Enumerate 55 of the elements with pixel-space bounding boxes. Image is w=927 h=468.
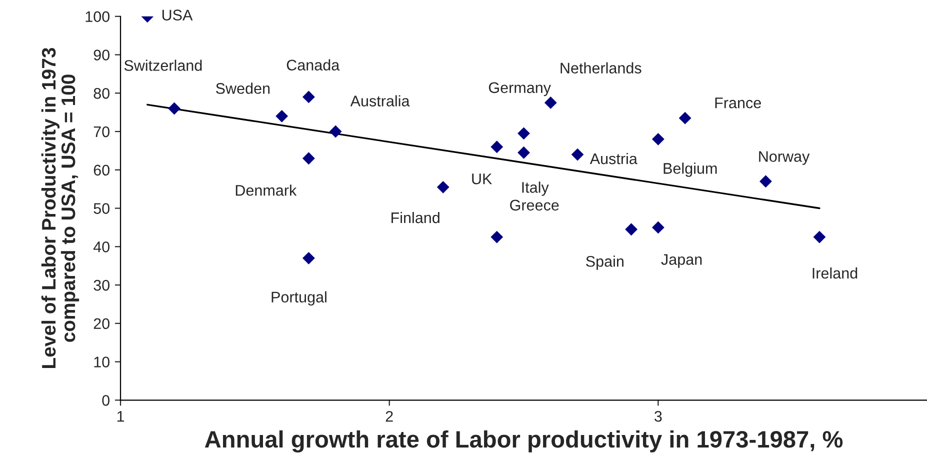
y-tick-label: 100 [86,11,110,22]
point [329,125,342,138]
y-tick-label: 30 [94,280,110,291]
y-tick-label: 90 [94,50,110,60]
point [759,175,772,188]
x-axis-title: Annual growth rate of Labor productivity in 1973-1987, % [204,430,843,452]
point [652,132,664,146]
point [518,146,530,159]
y-tick-label: 0 [102,395,110,406]
y-axis-title: Level of Labor Productivity in 1973 compared to USA, USA = 100 [41,48,80,368]
annotation: Italy [522,182,549,196]
y-tick-label: 50 [94,203,110,214]
x-tick-label: 1 [117,411,124,422]
point [813,230,826,244]
annotation: Netherlands [560,62,642,74]
annotation: Japan [661,254,702,268]
annotation: France [715,98,761,108]
x-tick-label: 3 [654,410,662,422]
annotation: Austria [590,152,638,164]
point [625,223,638,236]
point [168,102,180,115]
annotation: Finland [392,212,440,224]
annotation: Greece [510,200,559,211]
point [490,230,504,244]
point [302,152,315,165]
x-tick-label: 2 [386,410,393,422]
annotation: UK [472,174,492,184]
y-tick-label: 80 [94,88,110,99]
y-tick-label: 70 [94,126,110,138]
annotation: Belgium [664,162,717,177]
point [518,127,530,140]
annotation: Australia [350,95,410,106]
annotation: Portugal [272,291,326,306]
point [436,180,450,194]
annotation: Switzerland [124,60,202,71]
annotation: Norway [759,151,810,165]
annotation: USA [162,10,193,20]
annotation: Spain [586,256,624,270]
y-tick-label: 40 [93,242,110,252]
annotation: Germany [488,82,551,96]
y-tick-label: 60 [94,164,110,176]
annotation: Denmark [236,184,297,196]
y-tick-label: 10 [94,356,110,368]
annotation: Sweden [216,82,270,94]
point [571,148,584,161]
point [276,110,288,122]
point [302,252,315,264]
point [678,112,692,124]
annotation: Ireland [812,267,858,279]
annotation: Canada [286,59,340,71]
point [652,221,664,234]
point [490,140,504,154]
point [302,90,315,104]
point [544,96,557,109]
y-tick-label: 20 [94,318,110,330]
